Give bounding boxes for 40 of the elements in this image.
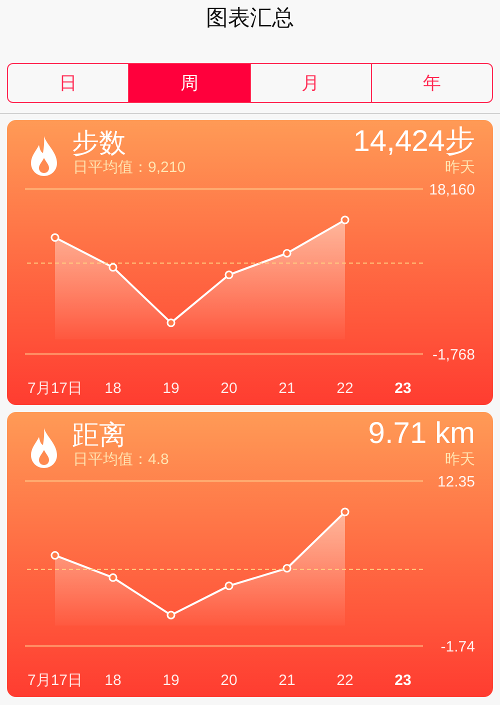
y-tick-label: 12.35	[437, 473, 475, 490]
chart-title: 距离	[72, 420, 126, 450]
point	[340, 508, 350, 516]
text: 昨天	[445, 159, 475, 176]
y-tick-label: -1.74	[440, 638, 475, 656]
text: 14,424步	[353, 125, 475, 158]
x-tick-label: 23	[394, 672, 412, 689]
x-tick-label: 7月17日	[27, 672, 83, 689]
point	[224, 270, 234, 280]
point	[166, 318, 176, 328]
x-tick-label: 20	[220, 380, 238, 397]
x-tick-label: 21	[278, 672, 296, 689]
segmented-control: 日 周 月 年	[7, 63, 493, 103]
x-tick-label: 20	[220, 672, 238, 689]
x-tick-label: 22	[336, 672, 354, 689]
point	[340, 216, 350, 224]
chart-subtitle: 日平均值：4.8	[73, 451, 169, 468]
x-tick-label: 7月17日	[27, 380, 83, 397]
y-tick-label: 18,160	[429, 181, 475, 198]
text: 图表汇总	[206, 5, 294, 30]
x-tick-label: 19	[162, 380, 180, 397]
x-tick-label: 18	[104, 380, 122, 397]
point	[166, 610, 176, 620]
chart-subtitle: 日平均值：9,210	[73, 159, 186, 176]
chart-title: 步数	[72, 128, 126, 158]
text: 9.71 km	[368, 417, 475, 450]
x-tick-label: 23	[394, 380, 412, 397]
point	[282, 248, 292, 258]
x-tick-label: 18	[104, 672, 122, 689]
y-tick-label: -1,768	[432, 346, 475, 364]
point	[50, 551, 60, 560]
point	[108, 263, 118, 272]
point	[224, 582, 234, 590]
x-tick-label: 19	[162, 672, 180, 689]
point	[282, 564, 292, 573]
text: 昨天	[445, 451, 475, 468]
x-tick-label: 22	[336, 380, 354, 397]
point	[108, 573, 118, 582]
x-tick-label: 21	[278, 380, 296, 397]
point	[50, 233, 60, 242]
